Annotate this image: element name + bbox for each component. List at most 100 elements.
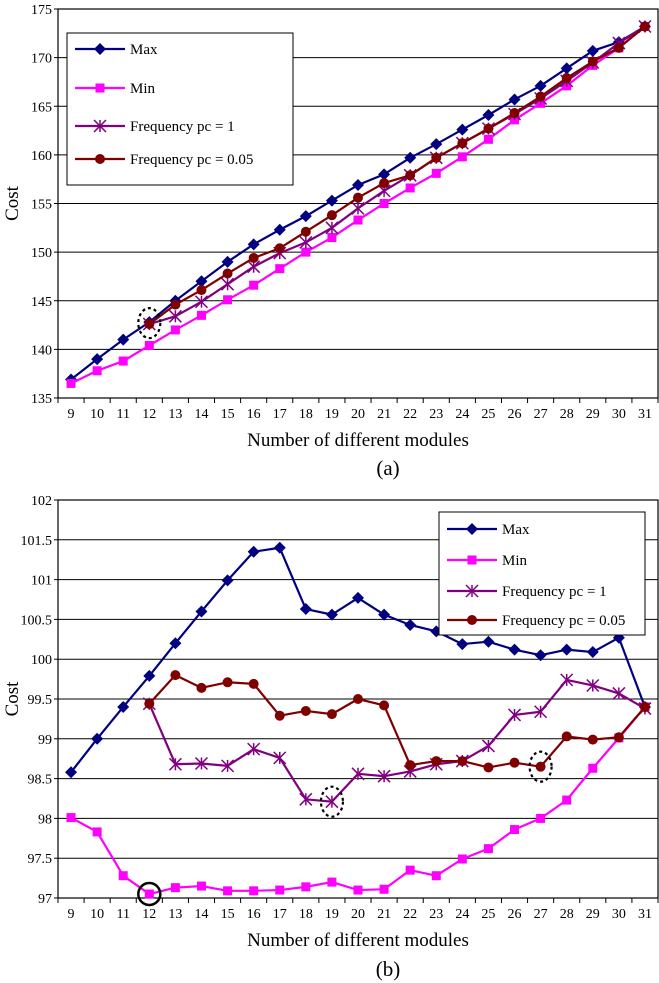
data-point (457, 756, 468, 767)
data-point (379, 700, 390, 711)
x-tick-label: 18 (299, 907, 313, 922)
x-tick-label: 30 (612, 407, 626, 422)
data-point (221, 759, 235, 773)
x-tick-label: 20 (351, 907, 365, 922)
data-point (405, 865, 415, 875)
data-point (273, 751, 287, 765)
y-tick-label: 97.5 (28, 852, 53, 867)
x-tick-label: 21 (377, 407, 391, 422)
data-point (66, 813, 76, 823)
data-point (93, 119, 107, 133)
x-tick-label: 10 (90, 907, 104, 922)
data-point (274, 243, 285, 254)
data-point (168, 757, 182, 771)
y-tick-label: 97 (38, 892, 52, 907)
x-tick-label: 28 (560, 907, 574, 922)
data-point (508, 93, 521, 106)
data-point (405, 183, 415, 193)
data-point (467, 555, 477, 565)
data-point (170, 299, 181, 310)
x-tick-label: 22 (403, 407, 417, 422)
legend-label: Max (502, 522, 530, 538)
data-point (456, 638, 469, 651)
legend-item: Frequency pc = 0.05 (75, 152, 253, 168)
x-tick-label: 17 (273, 407, 287, 422)
data-point (353, 694, 363, 704)
data-point (509, 108, 520, 119)
x-tick-label: 23 (429, 907, 443, 922)
data-point (379, 178, 390, 189)
y-tick-label: 99.5 (28, 693, 53, 708)
data-point (482, 635, 495, 648)
data-point (170, 883, 180, 893)
data-point (94, 43, 106, 55)
data-point (299, 603, 312, 616)
data-point (562, 795, 572, 805)
data-point (507, 708, 522, 722)
series-frequency-pc-1 (142, 673, 652, 809)
data-point (351, 201, 365, 215)
series-line (148, 678, 646, 803)
data-point (299, 210, 312, 223)
data-point (273, 223, 286, 236)
x-tick-label: 12 (142, 407, 156, 422)
data-point (639, 701, 650, 712)
data-point (352, 179, 364, 192)
x-tick-label: 22 (403, 907, 417, 922)
data-point (378, 168, 391, 181)
data-point (587, 734, 598, 745)
data-point (639, 21, 650, 32)
series-min (66, 702, 650, 899)
x-tick-label: 26 (508, 407, 522, 422)
y-tick-label: 102 (31, 494, 52, 509)
data-point (325, 221, 339, 235)
x-tick-label: 9 (68, 407, 75, 422)
legend: Max Min Frequency pc = 1 Frequency pc = 0.0… (66, 32, 294, 186)
data-point (196, 285, 207, 296)
data-point (117, 700, 130, 713)
legend-item: Max (75, 42, 158, 58)
data-point (465, 584, 479, 598)
data-point (66, 378, 76, 388)
data-point (483, 844, 493, 854)
x-tick-label: 21 (377, 907, 391, 922)
y-tick-label: 165 (31, 100, 52, 115)
data-point (223, 295, 233, 305)
data-point (483, 762, 494, 773)
data-point (195, 275, 208, 288)
legend-item: Min (75, 81, 156, 97)
data-point (466, 523, 478, 535)
data-point (467, 615, 477, 625)
x-tick-label: 9 (68, 907, 75, 922)
data-point (326, 709, 337, 720)
y-tick-label: 160 (31, 149, 52, 164)
data-point (586, 678, 600, 692)
data-point (483, 123, 494, 134)
highlight-circle (137, 881, 162, 907)
data-point (95, 154, 105, 164)
data-point (482, 109, 495, 122)
y-tick-label: 98.5 (28, 773, 53, 788)
legend: Max Min Frequency pc = 1 Frequency pc = 0.0… (438, 511, 646, 636)
data-point (325, 194, 338, 207)
data-point (404, 151, 417, 164)
data-point (510, 825, 520, 835)
y-tick-label: 98 (38, 812, 52, 827)
data-point (431, 152, 442, 163)
data-point (92, 827, 102, 837)
data-point (248, 678, 259, 689)
caption: (a) (376, 456, 399, 480)
x-tick-label: 14 (194, 407, 208, 422)
y-tick-label: 100 (31, 653, 52, 668)
data-point (143, 669, 156, 682)
legend-label: Frequency pc = 0.05 (502, 613, 625, 629)
data-point (194, 295, 209, 309)
dashed-highlight-circle (528, 750, 553, 783)
x-tick-label: 26 (508, 907, 522, 922)
data-point (118, 356, 128, 366)
y-axis-label: Cost (2, 681, 23, 717)
data-point (221, 277, 235, 291)
data-point (222, 268, 233, 279)
data-point (325, 608, 338, 621)
x-tick-label: 16 (247, 907, 261, 922)
